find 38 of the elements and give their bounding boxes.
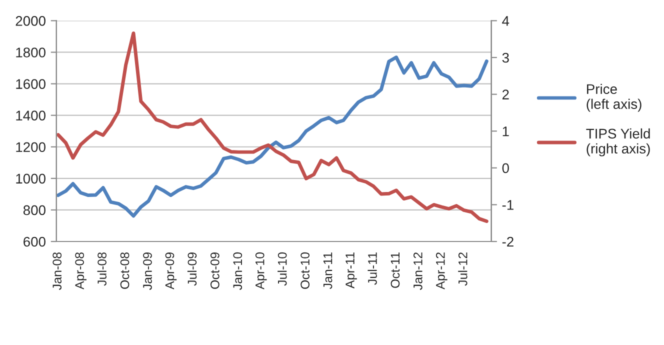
x-tick-label: Jan-11 xyxy=(323,252,332,290)
x-tick-label: Apr-12 xyxy=(436,252,448,290)
x-tick-label: Oct-11 xyxy=(390,252,400,288)
x-tick-label: Apr-08 xyxy=(75,252,86,290)
x-tick-label: Jul-08 xyxy=(97,252,106,286)
y-tick-label: 800 xyxy=(23,205,46,216)
y2-tick-label: 1 xyxy=(502,126,509,136)
y2-tick-label: 2 xyxy=(502,90,509,100)
y-tick-label: 1000 xyxy=(16,174,46,184)
legend-label: TIPS Yield (right axis) xyxy=(586,128,650,156)
x-tick-label: Jul-12 xyxy=(458,252,468,286)
x-tick-label: Oct-08 xyxy=(120,252,130,289)
y-tick-label: 600 xyxy=(24,236,46,247)
x-tick-label: Jul-11 xyxy=(368,252,377,285)
x-tick-label: Apr-10 xyxy=(255,252,267,290)
legend-label: Price (left axis) xyxy=(586,84,642,112)
y2-tick-label: 3 xyxy=(502,52,509,63)
y-tick-label: 1600 xyxy=(16,79,46,89)
line-series xyxy=(56,56,488,218)
x-tick-label: Jan-10 xyxy=(233,252,242,290)
y2-tick-label: 0 xyxy=(502,163,509,174)
x-tick-label: Jan-08 xyxy=(52,252,62,290)
y-tick-label: 1400 xyxy=(16,110,46,120)
y2-tick-label: -2 xyxy=(502,236,514,247)
x-tick-label: Oct-10 xyxy=(300,252,310,289)
x-tick-label: Jan-09 xyxy=(143,252,152,290)
x-tick-label: Apr-11 xyxy=(346,252,357,288)
line-series xyxy=(56,31,488,223)
x-tick-label: Oct-09 xyxy=(210,252,220,289)
x-tick-label: Jul-09 xyxy=(187,252,197,286)
y-tick-label: 2000 xyxy=(16,16,46,26)
y2-tick-label: -1 xyxy=(502,200,514,210)
y-tick-label: 1200 xyxy=(16,142,46,152)
x-tick-label: Apr-09 xyxy=(165,252,177,290)
y2-tick-label: 4 xyxy=(502,16,510,26)
x-tick-label: Jan-12 xyxy=(414,252,422,290)
y-tick-label: 1800 xyxy=(16,48,46,58)
x-tick-label: Jul-10 xyxy=(278,252,287,286)
